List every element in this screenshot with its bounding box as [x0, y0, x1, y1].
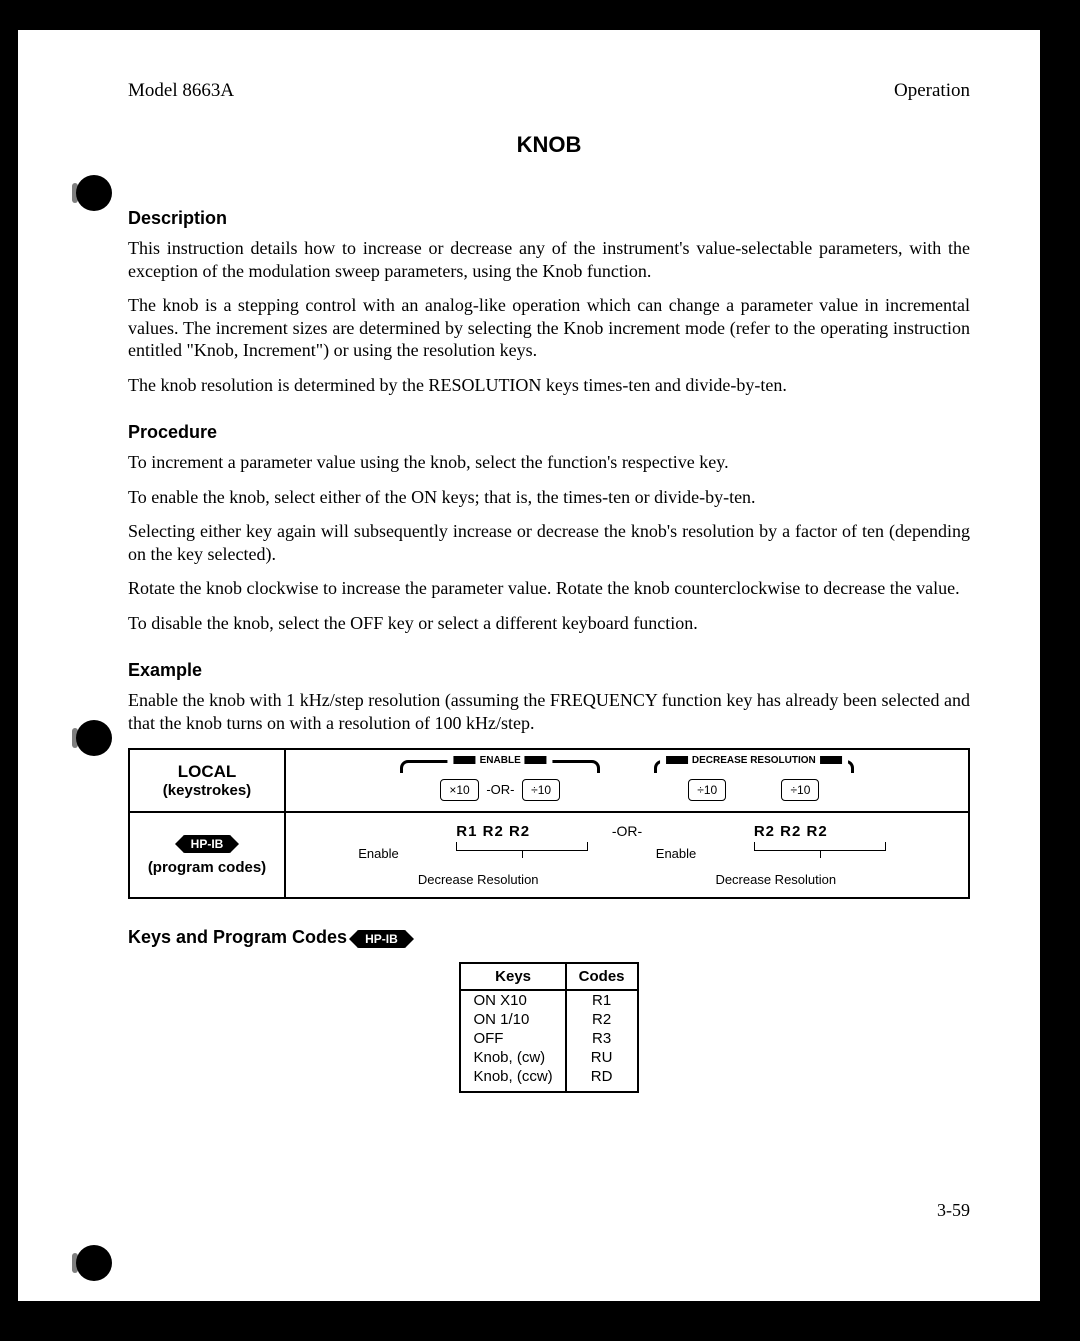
example-table: LOCAL (keystrokes) ENABLE ×10 -OR- ÷10 — [128, 748, 970, 899]
local-label-cell: LOCAL (keystrokes) — [129, 749, 285, 812]
example-heading: Example — [128, 660, 970, 681]
description-heading: Description — [128, 208, 970, 229]
procedure-p4: Rotate the knob clockwise to increase th… — [128, 577, 970, 600]
hpib-row: HP-IB (program codes) R1 R2 R2 Enable De… — [129, 812, 969, 898]
kc-key: ON X10 — [460, 990, 565, 1010]
binder-hole-icon — [76, 1245, 112, 1281]
key-x10: ×10 — [440, 779, 478, 801]
procedure-p2: To enable the knob, select either of the… — [128, 486, 970, 509]
procedure-p3: Selecting either key again will subseque… — [128, 520, 970, 565]
kc-code: RD — [566, 1067, 638, 1092]
description-p3: The knob resolution is determined by the… — [128, 374, 970, 397]
hpib-label-cell: HP-IB (program codes) — [129, 812, 285, 898]
decrease-bracket: DECREASE RESOLUTION — [654, 760, 854, 773]
procedure-heading: Procedure — [128, 422, 970, 443]
enable-group: ENABLE ×10 -OR- ÷10 — [400, 760, 600, 801]
decres-word-1: Decrease Resolution — [358, 872, 598, 887]
local-sublabel: (keystrokes) — [142, 782, 272, 799]
under-bracket-1 — [456, 842, 588, 851]
kc-row: Knob, (ccw)RD — [460, 1067, 637, 1092]
kc-code: R3 — [566, 1029, 638, 1048]
description-p1: This instruction details how to increase… — [128, 237, 970, 282]
codes-brackets-1: Enable — [358, 842, 598, 866]
decrease-bracket-label: DECREASE RESOLUTION — [660, 755, 848, 766]
local-diagram: ENABLE ×10 -OR- ÷10 DECREASE RESOLUTION — [285, 749, 969, 812]
kc-code: R2 — [566, 1010, 638, 1029]
decrease-group: DECREASE RESOLUTION ÷10 ÷10 — [654, 760, 854, 801]
local-label: LOCAL — [142, 762, 272, 782]
key-div10-3: ÷10 — [781, 779, 819, 801]
col-codes: Codes — [566, 963, 638, 990]
kc-key: OFF — [460, 1029, 565, 1048]
binder-hole-icon — [76, 175, 112, 211]
binder-hole-icon — [76, 720, 112, 756]
enable-word-2: Enable — [656, 846, 696, 861]
col-keys: Keys — [460, 963, 565, 990]
page-number: 3-59 — [937, 1200, 970, 1221]
section-label: Operation — [894, 80, 970, 102]
hpib-badge-wrap: HP-IB — [142, 835, 272, 853]
local-row: LOCAL (keystrokes) ENABLE ×10 -OR- ÷10 — [129, 749, 969, 812]
decrease-keys: ÷10 ÷10 — [654, 779, 854, 801]
key-div10-2: ÷10 — [688, 779, 726, 801]
model-label: Model 8663A — [128, 80, 234, 102]
page: Model 8663A Operation KNOB Description T… — [18, 30, 1040, 1301]
kc-code: RU — [566, 1048, 638, 1067]
page-title: KNOB — [128, 132, 970, 158]
key-div10: ÷10 — [522, 779, 560, 801]
or-text: -OR- — [486, 782, 514, 797]
description-p2: The knob is a stepping control with an a… — [128, 294, 970, 362]
hpib-sublabel: (program codes) — [142, 859, 272, 876]
kc-row: ON X10R1 — [460, 990, 637, 1010]
procedure-p5: To disable the knob, select the OFF key … — [128, 612, 970, 635]
kc-row: Knob, (cw)RU — [460, 1048, 637, 1067]
example-intro: Enable the knob with 1 kHz/step resoluti… — [128, 689, 970, 734]
hpib-diagram: R1 R2 R2 Enable Decrease Resolution -OR-… — [285, 812, 969, 898]
codes-group-2: R2 R2 R2 Enable Decrease Resolution — [656, 823, 896, 887]
kc-row: OFFR3 — [460, 1029, 637, 1048]
procedure-p1: To increment a parameter value using the… — [128, 451, 970, 474]
decres-word-2: Decrease Resolution — [656, 872, 896, 887]
under-bracket-2 — [754, 842, 886, 851]
enable-bracket: ENABLE — [400, 760, 600, 773]
kc-key: Knob, (cw) — [460, 1048, 565, 1067]
kpc-heading-text: Keys and Program Codes — [128, 927, 347, 947]
kc-row: ON 1/10R2 — [460, 1010, 637, 1029]
kc-header-row: Keys Codes — [460, 963, 637, 990]
kc-code: R1 — [566, 990, 638, 1010]
code-seq-2: R2 R2 R2 — [656, 823, 896, 840]
kc-key: ON 1/10 — [460, 1010, 565, 1029]
kc-key: Knob, (ccw) — [460, 1067, 565, 1092]
keys-codes-table: Keys Codes ON X10R1 ON 1/10R2 OFFR3 Knob… — [459, 962, 638, 1093]
scan-frame: Model 8663A Operation KNOB Description T… — [0, 0, 1080, 1341]
code-seq-1: R1 R2 R2 — [358, 823, 598, 840]
codes-brackets-2: Enable — [656, 842, 896, 866]
enable-word-1: Enable — [358, 846, 398, 861]
page-header: Model 8663A Operation — [128, 80, 970, 102]
codes-group-1: R1 R2 R2 Enable Decrease Resolution — [358, 823, 598, 887]
keys-codes-heading: Keys and Program Codes HP-IB — [128, 927, 970, 948]
hpib-badge-2: HP-IB — [357, 930, 406, 948]
hpib-badge: HP-IB — [183, 835, 232, 853]
or-text-2: -OR- — [612, 823, 642, 839]
enable-bracket-label: ENABLE — [448, 755, 553, 766]
enable-keys: ×10 -OR- ÷10 — [400, 779, 600, 801]
